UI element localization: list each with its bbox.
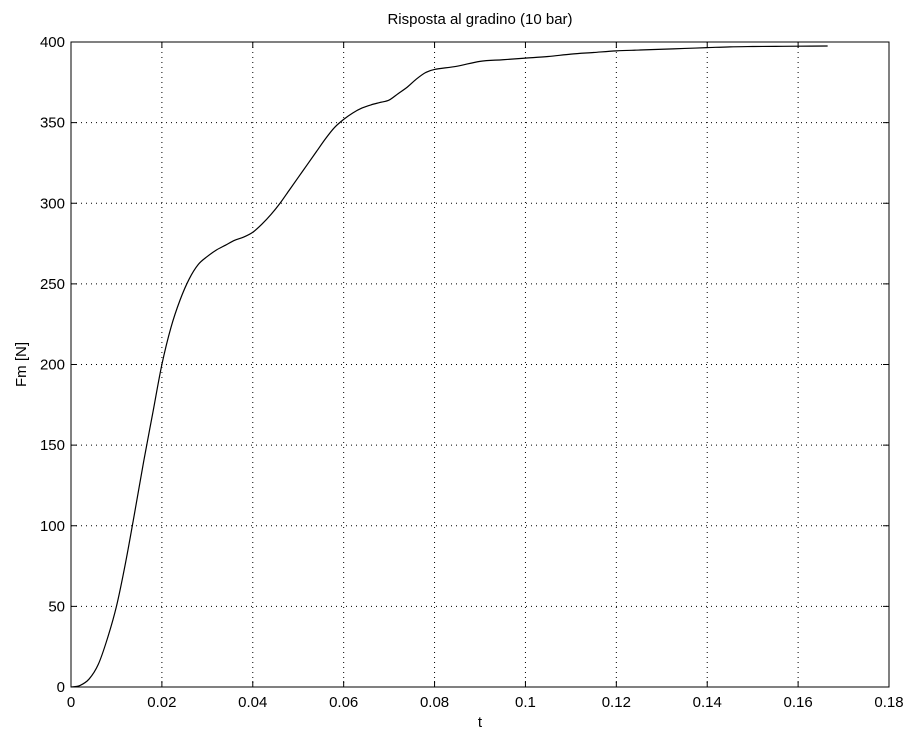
y-tick-label: 250	[40, 276, 65, 293]
x-tick-label: 0.04	[238, 694, 267, 711]
series-layer	[70, 45, 828, 688]
y-tick-label: 50	[48, 598, 65, 615]
series-line	[70, 45, 828, 688]
y-tick-label: 100	[40, 518, 65, 535]
x-tick-label: 0.18	[874, 694, 903, 711]
x-tick-label: 0.06	[329, 694, 358, 711]
x-tick-label: 0.16	[784, 694, 813, 711]
x-tick-label: 0.08	[420, 694, 449, 711]
y-tick-label: 300	[40, 195, 65, 212]
y-axis-label: Fm [N]	[13, 342, 30, 387]
x-axis-label: t	[478, 714, 483, 731]
plot-background	[71, 42, 889, 687]
x-tick-label: 0.14	[693, 694, 722, 711]
chart-title: Risposta al gradino (10 bar)	[387, 11, 572, 28]
x-tick-label: 0.12	[602, 694, 631, 711]
y-tick-label: 200	[40, 357, 65, 374]
x-tick-label: 0.1	[515, 694, 536, 711]
ticks: 0 0.02 0.04 0.06 0.08 0.1 0.12 0.14 0.16 0.18 0 50 1…	[40, 34, 904, 711]
y-tick-label: 150	[40, 437, 65, 454]
y-tick-label: 0	[57, 679, 65, 696]
y-tick-label: 350	[40, 115, 65, 132]
x-tick-label: 0.02	[147, 694, 176, 711]
y-tick-label: 400	[40, 34, 65, 51]
x-tick-label: 0	[67, 694, 75, 711]
